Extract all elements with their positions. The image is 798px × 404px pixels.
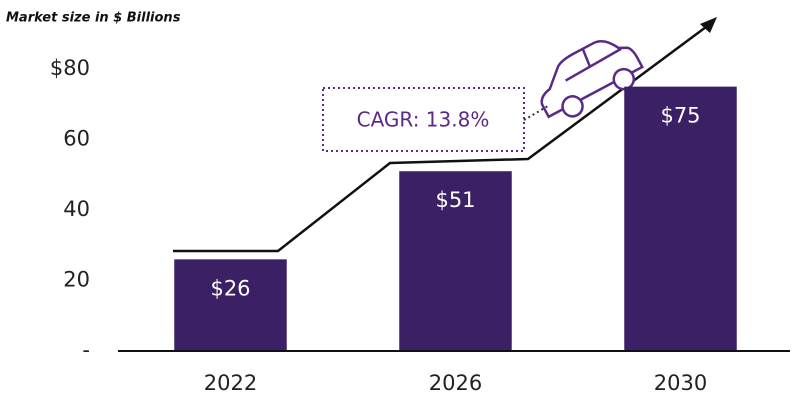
bar bbox=[624, 86, 737, 351]
x-tick-label: 2022 bbox=[204, 371, 257, 395]
value-label: $75 bbox=[660, 104, 700, 128]
bar bbox=[174, 259, 287, 351]
trend-arrow bbox=[173, 25, 707, 253]
bar bbox=[399, 171, 512, 351]
annotation-box bbox=[322, 87, 525, 152]
value-label: $51 bbox=[435, 188, 475, 212]
x-tick-label: 2030 bbox=[654, 371, 707, 395]
x-tick-label: 2026 bbox=[429, 371, 482, 395]
y-tick-label: - bbox=[82, 338, 90, 362]
chart-title: Market size in $ Billions bbox=[6, 11, 181, 26]
y-tick-label: 20 bbox=[63, 268, 90, 292]
y-tick-label: 40 bbox=[63, 197, 90, 221]
annotation: CAGR: 13.8% bbox=[357, 108, 490, 132]
y-tick-label: 60 bbox=[63, 127, 90, 151]
y-tick-label: $80 bbox=[50, 56, 90, 80]
arrow-head bbox=[700, 17, 717, 33]
value-label: $26 bbox=[210, 276, 250, 300]
